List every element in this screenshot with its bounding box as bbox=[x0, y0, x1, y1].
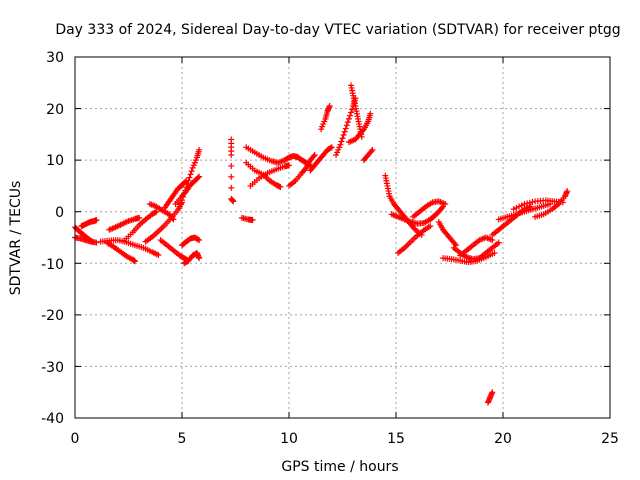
data-point-arc24 bbox=[341, 128, 348, 135]
data-point-arc27 bbox=[368, 148, 375, 155]
data-point-arc16 bbox=[228, 184, 235, 191]
data-point-arc4 bbox=[155, 252, 162, 259]
data-point-arc19 bbox=[277, 183, 284, 190]
data-point-arc17 bbox=[249, 216, 256, 223]
data-point-arc21 bbox=[310, 153, 317, 160]
y-tick-label: 10 bbox=[46, 153, 64, 169]
data-point-arc3 bbox=[93, 216, 100, 223]
data-point-arc20 bbox=[286, 162, 292, 169]
data-point-arc27 bbox=[369, 146, 376, 153]
data-point-arc24 bbox=[338, 138, 345, 145]
x-tick-label: 5 bbox=[178, 431, 187, 447]
data-point-arc2 bbox=[93, 239, 100, 246]
data-point-arc16 bbox=[228, 173, 235, 180]
data-point-arc24 bbox=[344, 119, 351, 126]
chart-title: Day 333 of 2024, Sidereal Day-to-day VTE… bbox=[55, 22, 620, 38]
plot-frame bbox=[74, 56, 611, 419]
data-point-arc12 bbox=[183, 184, 190, 191]
data-point-arc6 bbox=[153, 208, 160, 215]
data-point-arc24 bbox=[349, 106, 356, 113]
data-point-arc12 bbox=[186, 174, 193, 181]
data-point-arc38 bbox=[513, 204, 520, 211]
data-point-arc24 bbox=[346, 112, 353, 119]
data-point-arc31 bbox=[442, 200, 449, 207]
data-point-arc14 bbox=[196, 255, 203, 262]
data-point-arc12 bbox=[180, 193, 187, 200]
y-tick-label: 0 bbox=[55, 205, 64, 221]
data-point-arc12 bbox=[184, 180, 191, 187]
data-point-arc21 bbox=[311, 151, 318, 158]
x-tick-label: 20 bbox=[494, 431, 512, 447]
data-point-arc16 bbox=[228, 151, 235, 158]
data-point-arc24 bbox=[348, 109, 355, 116]
x-tick-label: 10 bbox=[280, 431, 298, 447]
data-point-arc38 bbox=[529, 199, 536, 206]
data-point-arc40 bbox=[489, 389, 496, 396]
data-point-arc34 bbox=[495, 239, 502, 246]
data-point-arc12 bbox=[182, 187, 189, 194]
data-point-arc38 bbox=[518, 202, 525, 209]
data-point-arc24 bbox=[340, 132, 347, 139]
data-point-arc24 bbox=[337, 141, 344, 148]
data-point-arc38 bbox=[510, 206, 517, 213]
data-point-arc21 bbox=[302, 166, 309, 173]
data-point-arc7 bbox=[136, 214, 143, 221]
data-point-arc26 bbox=[359, 127, 366, 134]
data-point-arc38 bbox=[521, 200, 528, 207]
x-axis-label: GPS time / hours bbox=[281, 459, 398, 475]
y-tick-label: -30 bbox=[41, 360, 64, 376]
y-tick-label: -10 bbox=[41, 257, 64, 273]
data-point-arc12 bbox=[185, 177, 192, 184]
data-point-arc33 bbox=[491, 249, 498, 256]
data-point-arc22 bbox=[328, 144, 335, 151]
data-point-arc6 bbox=[152, 209, 159, 216]
data-point-arc16 bbox=[228, 162, 235, 169]
grid-layer bbox=[75, 57, 610, 418]
data-point-arc35 bbox=[489, 237, 496, 244]
data-point-arc12 bbox=[177, 200, 184, 207]
data-layer bbox=[72, 82, 571, 406]
data-point-arc13 bbox=[195, 236, 202, 243]
x-tick-label: 0 bbox=[71, 431, 80, 447]
data-point-arc12 bbox=[179, 197, 185, 204]
data-point-arc13 bbox=[196, 237, 203, 244]
data-point-arc12 bbox=[196, 146, 203, 153]
y-axis-label: SDTVAR / TECUs bbox=[8, 181, 24, 296]
data-point-arc30 bbox=[427, 223, 434, 230]
data-point-arc32 bbox=[451, 240, 458, 247]
x-tick-label: 15 bbox=[387, 431, 405, 447]
data-point-arc15 bbox=[169, 215, 176, 222]
data-point-arc39 bbox=[564, 188, 571, 195]
tick-layer bbox=[74, 56, 611, 419]
data-point-arc5 bbox=[131, 258, 138, 265]
data-point-arc38 bbox=[524, 200, 531, 207]
data-point-arc29 bbox=[439, 204, 446, 211]
data-point-arc12 bbox=[176, 203, 183, 210]
data-point-arc24 bbox=[339, 135, 346, 142]
data-point-arc12 bbox=[181, 190, 188, 197]
data-point-arc22 bbox=[327, 144, 334, 151]
data-point-arc24 bbox=[343, 122, 350, 129]
x-tick-label: 25 bbox=[601, 431, 619, 447]
data-point-arc12 bbox=[188, 168, 195, 175]
data-point-arc24 bbox=[342, 125, 349, 132]
data-point-arc24 bbox=[345, 115, 352, 122]
data-point-arc15 bbox=[170, 216, 177, 223]
y-tick-label: 20 bbox=[46, 102, 64, 118]
y-tick-label: -20 bbox=[41, 308, 64, 324]
data-point-arc16 bbox=[230, 198, 237, 205]
data-point-arc23 bbox=[326, 102, 333, 109]
data-point-arc11 bbox=[196, 173, 203, 180]
y-tick-label: 30 bbox=[46, 50, 64, 66]
data-point-arc38 bbox=[526, 199, 533, 206]
data-point-arc11 bbox=[195, 174, 202, 181]
data-point-arc26 bbox=[367, 110, 374, 117]
data-point-arc38 bbox=[516, 203, 523, 210]
data-point-arc12 bbox=[187, 171, 194, 178]
y-tick-label: -40 bbox=[41, 411, 64, 427]
